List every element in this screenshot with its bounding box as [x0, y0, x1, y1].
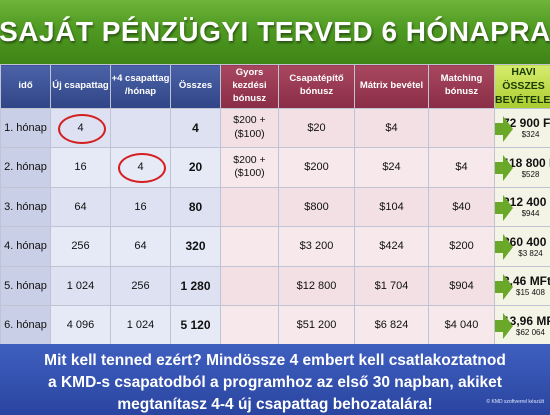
- cell-month: 2. hónap: [0, 147, 51, 188]
- highlight-circle-plus4: [118, 153, 166, 183]
- cell-plus4: 1 024: [110, 305, 171, 344]
- cell-osszes: 5 120: [170, 305, 221, 344]
- arrow-right-icon: [495, 194, 513, 221]
- cell-month: 1. hónap: [0, 107, 51, 149]
- arrow-right-icon: [495, 313, 513, 340]
- cell-osszes: 80: [170, 186, 221, 228]
- income-usd: $324: [521, 130, 540, 140]
- header-osszes: Összes: [170, 64, 221, 109]
- cell-matching: $200: [428, 226, 495, 267]
- cell-uj: 1 024: [50, 265, 111, 307]
- plan-table-area: idő Új csapattag +4 csapattag /hónap Öss…: [0, 64, 550, 344]
- cell-uj: 256: [50, 226, 111, 267]
- header-ido: idő: [0, 64, 51, 109]
- cell-osszes: 1 280: [170, 265, 221, 307]
- cell-plus4: 16: [110, 186, 171, 228]
- cell-month: 6. hónap: [0, 305, 51, 344]
- header-matching: Matching bónusz: [428, 64, 495, 109]
- highlight-circle-new-member: [58, 114, 106, 144]
- cell-gyors: [220, 186, 279, 228]
- table-header-row: idő Új csapattag +4 csapattag /hónap Öss…: [0, 64, 550, 109]
- cell-plus4: 256: [110, 265, 171, 307]
- arrow-right-icon: [495, 115, 513, 142]
- table-row: 2. hónap 16 4 20 $200 +($100) $200 $24 $…: [0, 147, 550, 188]
- income-usd: $3 824: [518, 248, 543, 258]
- cell-osszes: 20: [170, 147, 221, 188]
- cell-income: 118 800 Ft $528: [494, 147, 550, 188]
- cta-line-1: Mit kell tenned ezért? Mindössze 4 ember…: [44, 352, 506, 369]
- cell-gyors: [220, 305, 279, 344]
- cell-income: 860 400 Ft $3 824: [494, 226, 550, 267]
- cell-gyors: [220, 226, 279, 267]
- cell-income: 72 900 Ft $324: [494, 107, 550, 149]
- income-usd: $528: [521, 169, 540, 179]
- page-title: SAJÁT PÉNZÜGYI TERVED 6 HÓNAPRA: [0, 16, 550, 47]
- arrow-right-icon: [495, 155, 513, 182]
- cell-matching: $904: [428, 265, 495, 307]
- cell-gyors: $200 +($100): [220, 147, 279, 188]
- cell-month: 4. hónap: [0, 226, 51, 267]
- cell-osszes: 320: [170, 226, 221, 267]
- header-plus4: +4 csapattag /hónap: [110, 64, 171, 109]
- cell-csapat: $3 200: [278, 226, 355, 267]
- cell-matrix: $4: [354, 107, 429, 149]
- table-row: 1. hónap 4 4 $200 +($100) $20 $4 72 900 …: [0, 107, 550, 149]
- cell-uj: 16: [50, 147, 111, 188]
- table-row: 5. hónap 1 024 256 1 280 $12 800 $1 704 …: [0, 265, 550, 307]
- cell-uj: 4 096: [50, 305, 111, 344]
- call-to-action-banner: Mit kell tenned ezért? Mindössze 4 ember…: [0, 344, 550, 415]
- arrow-right-icon: [495, 234, 513, 261]
- header-csapat: Csapatépítő bónusz: [278, 64, 355, 109]
- cell-income: 3,46 MFt $15 408: [494, 265, 550, 307]
- income-huf: 212 400 Ft: [503, 195, 550, 210]
- cta-line-3: megtanítasz 4-4 új csapattag behozatalár…: [117, 396, 433, 413]
- cell-csapat: $51 200: [278, 305, 355, 344]
- cell-matching: $4: [428, 147, 495, 188]
- cell-matrix: $24: [354, 147, 429, 188]
- plan-table: idő Új csapattag +4 csapattag /hónap Öss…: [0, 64, 550, 344]
- cell-osszes: 4: [170, 107, 221, 149]
- cell-gyors: [220, 265, 279, 307]
- cell-csapat: $800: [278, 186, 355, 228]
- credit-text: © KMD szoftverrel készült: [486, 399, 544, 405]
- cell-uj: 64: [50, 186, 111, 228]
- income-huf: 860 400 Ft: [503, 234, 550, 249]
- cell-matching: $40: [428, 186, 495, 228]
- cell-matrix: $6 824: [354, 305, 429, 344]
- cell-matrix: $1 704: [354, 265, 429, 307]
- table-row: 3. hónap 64 16 80 $800 $104 $40 212 400 …: [0, 186, 550, 228]
- header-havi: HAVI ÖSSZES BEVÉTELED: [494, 64, 550, 109]
- cell-plus4: [110, 107, 171, 149]
- title-bar: SAJÁT PÉNZÜGYI TERVED 6 HÓNAPRA: [0, 0, 550, 64]
- header-matrix: Mátrix bevétel: [354, 64, 429, 109]
- cell-income: 212 400 Ft $944: [494, 186, 550, 228]
- cell-month: 5. hónap: [0, 265, 51, 307]
- table-row: 4. hónap 256 64 320 $3 200 $424 $200 860…: [0, 226, 550, 267]
- income-huf: 3,46 MFt: [503, 274, 550, 289]
- cell-plus4: 64: [110, 226, 171, 267]
- income-usd: $62 064: [516, 327, 545, 337]
- cell-csapat: $200: [278, 147, 355, 188]
- cell-matrix: $424: [354, 226, 429, 267]
- cta-line-2: a KMD-s csapatodból a programhoz az első…: [48, 374, 502, 391]
- header-gyors: Gyors kezdési bónusz: [220, 64, 279, 109]
- cell-matrix: $104: [354, 186, 429, 228]
- cell-csapat: $12 800: [278, 265, 355, 307]
- income-usd: $944: [521, 209, 540, 219]
- income-huf: 118 800 Ft: [503, 155, 550, 170]
- header-uj: Új csapattag: [50, 64, 111, 109]
- income-huf: 72 900 Ft: [503, 116, 550, 131]
- income-huf: 13,96 MFt: [503, 313, 550, 328]
- arrow-right-icon: [495, 273, 513, 300]
- cell-csapat: $20: [278, 107, 355, 149]
- cell-income: 13,96 MFt $62 064: [494, 305, 550, 344]
- income-usd: $15 408: [516, 288, 545, 298]
- cell-matching: [428, 107, 495, 149]
- cell-month: 3. hónap: [0, 186, 51, 228]
- cell-gyors: $200 +($100): [220, 107, 279, 149]
- table-row: 6. hónap 4 096 1 024 5 120 $51 200 $6 82…: [0, 305, 550, 344]
- cell-matching: $4 040: [428, 305, 495, 344]
